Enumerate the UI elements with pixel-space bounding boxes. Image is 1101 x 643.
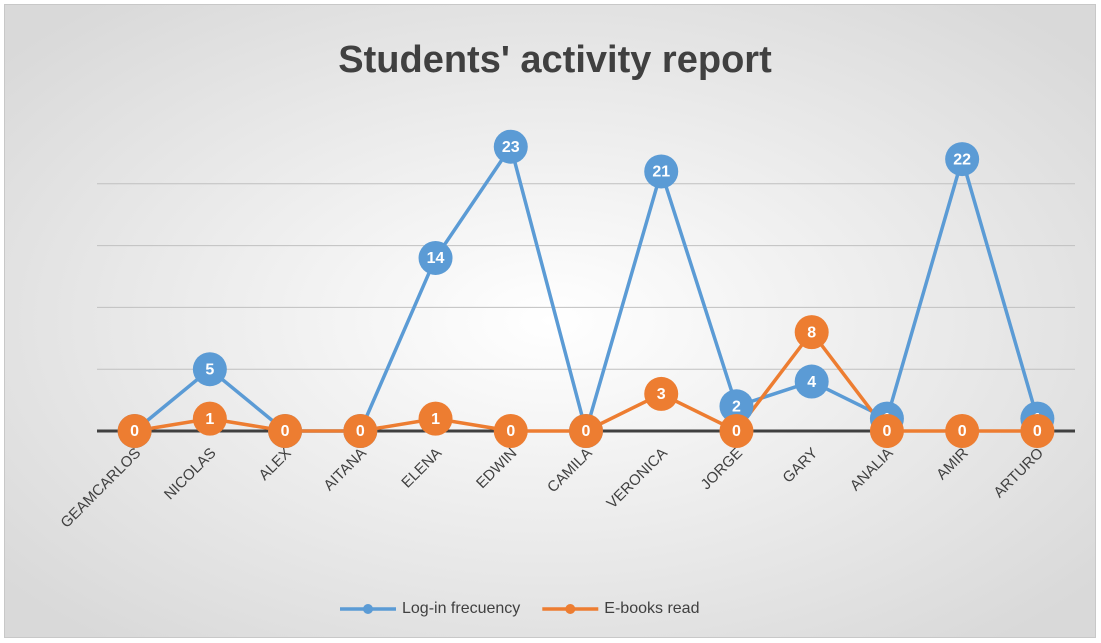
data-label: 0	[356, 423, 365, 440]
data-point	[493, 129, 528, 164]
data-point	[192, 401, 227, 436]
data-label: 3	[657, 386, 666, 403]
legend-label: E-books read	[604, 600, 699, 617]
data-label: 8	[807, 324, 816, 341]
data-label: 22	[953, 151, 971, 168]
data-label: 0	[130, 423, 139, 440]
data-point	[117, 414, 152, 448]
data-point	[719, 389, 754, 424]
data-label: 1	[205, 411, 214, 428]
data-point	[493, 414, 528, 448]
data-point	[945, 414, 980, 448]
data-point	[644, 376, 679, 411]
data-point	[418, 401, 453, 436]
data-label: 1	[431, 411, 440, 428]
data-label: 14	[427, 250, 445, 267]
data-point	[794, 364, 829, 399]
data-point	[644, 154, 679, 189]
data-point	[719, 414, 754, 448]
data-point	[192, 352, 227, 387]
data-point	[869, 414, 904, 448]
chart-background	[4, 4, 1096, 638]
data-point	[343, 414, 378, 448]
data-label: 0	[1033, 423, 1042, 440]
data-label: 5	[205, 361, 214, 378]
data-point	[569, 414, 603, 448]
data-point	[794, 315, 829, 350]
data-label: 4	[807, 374, 816, 391]
data-label: 0	[506, 423, 515, 440]
chart-title: Students' activity report	[338, 39, 772, 81]
legend-marker	[363, 604, 373, 614]
data-label: 0	[281, 423, 290, 440]
legend-label: Log-in frecuency	[402, 600, 520, 617]
data-point	[268, 414, 303, 448]
data-label: 23	[502, 139, 520, 156]
legend-marker	[565, 604, 576, 614]
data-label: 0	[958, 423, 967, 440]
data-point	[418, 240, 453, 275]
data-point	[945, 142, 980, 177]
data-label: 0	[882, 423, 891, 440]
data-label: 0	[732, 423, 741, 440]
data-label: 0	[582, 423, 591, 440]
data-label: 21	[652, 164, 670, 181]
data-point	[1020, 414, 1055, 448]
data-label: 2	[732, 398, 741, 415]
